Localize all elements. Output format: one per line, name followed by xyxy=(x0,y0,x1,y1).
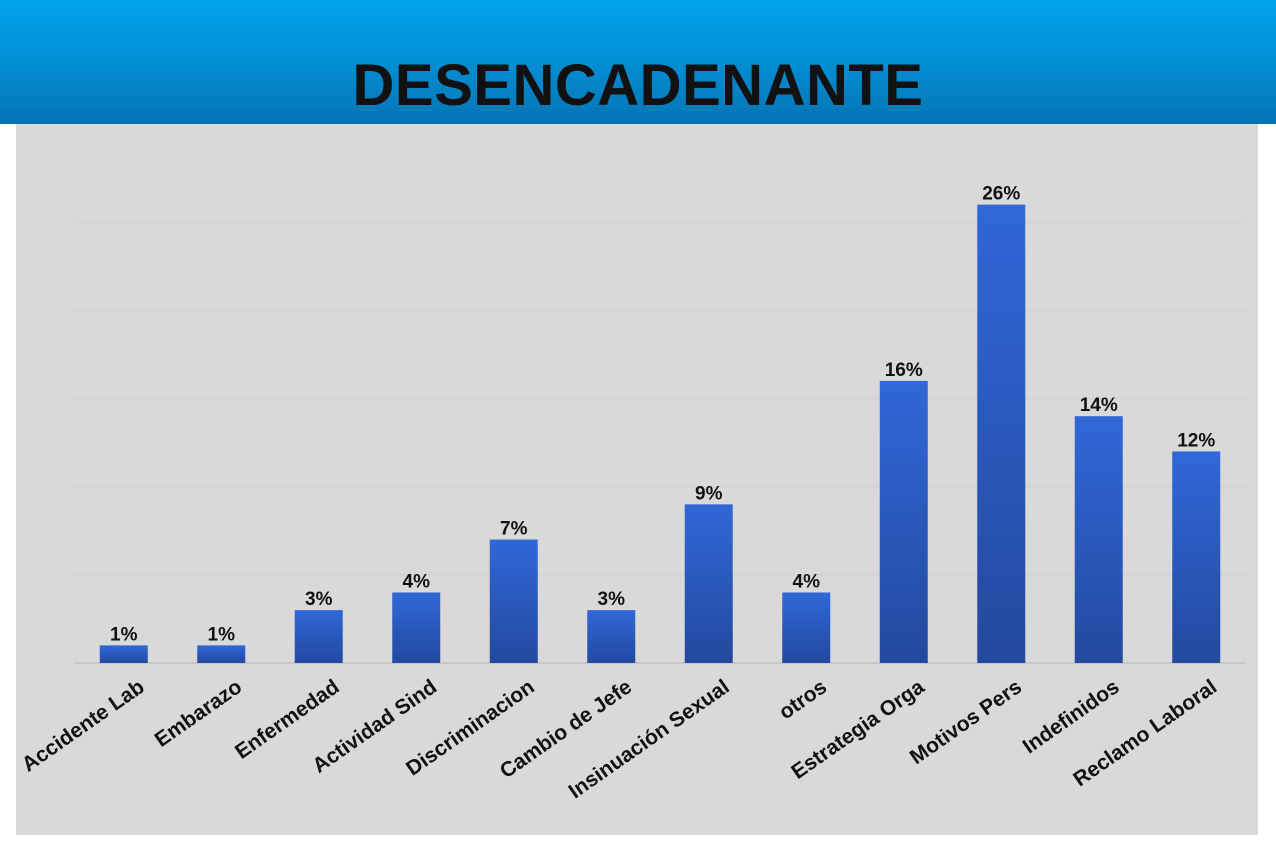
category-label: Insinuación Sexual xyxy=(565,675,734,803)
bar xyxy=(587,610,636,663)
title-banner xyxy=(0,0,1276,124)
chart-title: DESENCADENANTE xyxy=(352,53,924,118)
data-label: 26% xyxy=(982,184,1020,205)
category-labels: Accidente Lab EmbarazoEnfermedadActividad… xyxy=(18,675,1221,803)
bar xyxy=(99,645,148,663)
data-label: 16% xyxy=(885,360,923,381)
data-label: 4% xyxy=(403,571,431,592)
data-label: 3% xyxy=(305,589,333,610)
bar xyxy=(197,645,246,663)
data-label: 12% xyxy=(1177,430,1215,451)
bar xyxy=(1172,451,1221,663)
bar xyxy=(684,504,733,663)
bar xyxy=(294,610,343,663)
data-label: 9% xyxy=(695,483,723,504)
bars xyxy=(99,204,1221,663)
plot-area xyxy=(16,124,1258,835)
data-label: 1% xyxy=(208,624,236,645)
data-label: 1% xyxy=(110,624,138,645)
data-labels: 1% 1% 3% 4% 7% 3% 9% 4% 16% 26% 14% 12% xyxy=(110,184,1215,646)
data-label: 4% xyxy=(793,571,821,592)
bar xyxy=(782,592,831,663)
category-label: Accidente Lab xyxy=(18,675,149,776)
data-label: 7% xyxy=(500,519,528,540)
bar xyxy=(1074,416,1123,663)
data-label: 3% xyxy=(598,589,626,610)
category-label: Embarazo xyxy=(151,675,246,751)
gridlines xyxy=(75,221,1245,664)
category-label: otros xyxy=(775,675,831,724)
bar xyxy=(489,539,538,663)
bar xyxy=(392,592,441,663)
bar xyxy=(977,204,1026,663)
bar xyxy=(879,380,928,663)
data-label: 14% xyxy=(1080,395,1118,416)
